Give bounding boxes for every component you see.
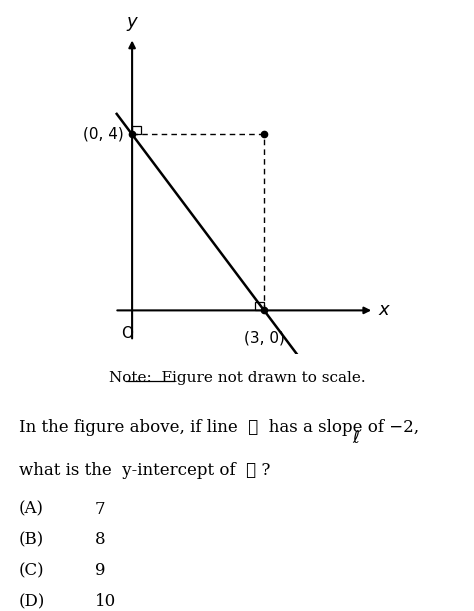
Text: what is the  y-intercept of  ℓ ?: what is the y-intercept of ℓ ? [19, 462, 270, 479]
Text: x: x [378, 301, 389, 320]
Text: 7: 7 [95, 500, 105, 518]
Bar [132, 126, 141, 134]
Text: 8: 8 [95, 532, 105, 549]
Text: Note:  Figure not drawn to scale.: Note: Figure not drawn to scale. [109, 371, 365, 385]
Text: y: y [127, 13, 137, 31]
Text: (A): (A) [19, 500, 44, 518]
Text: 9: 9 [95, 562, 105, 579]
Text: O: O [121, 326, 133, 341]
Text: (0, 4): (0, 4) [82, 127, 123, 142]
Text: (C): (C) [19, 562, 45, 579]
Bar [255, 302, 264, 310]
Text: (3, 0): (3, 0) [244, 330, 284, 345]
Text: In the figure above, if line  ℓ  has a slope of −2,: In the figure above, if line ℓ has a slo… [19, 419, 419, 436]
Text: (B): (B) [19, 532, 44, 549]
Text: (D): (D) [19, 593, 46, 610]
Text: ℓ: ℓ [352, 429, 359, 447]
Text: 10: 10 [95, 593, 116, 610]
